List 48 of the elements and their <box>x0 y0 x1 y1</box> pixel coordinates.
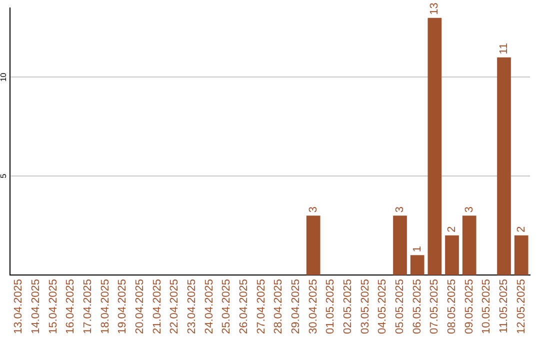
x-tick-label: 15.04.2025 <box>47 278 60 334</box>
bar <box>445 235 459 275</box>
x-tick-label: 22.04.2025 <box>168 278 181 334</box>
x-tick-label: 04.05.2025 <box>376 278 389 334</box>
data-label: 3 <box>394 206 406 213</box>
x-tick-label: 29.04.2025 <box>290 278 302 334</box>
data-label: 2 <box>515 226 528 232</box>
x-tick-label: 27.04.2025 <box>255 278 268 334</box>
x-tick-label: 18.04.2025 <box>99 278 112 334</box>
data-label: 3 <box>307 206 320 213</box>
data-label: 11 <box>498 43 510 54</box>
data-label: 13 <box>428 2 441 15</box>
x-tick-label: 12.05.2025 <box>515 278 528 334</box>
x-tick-label: 28.04.2025 <box>272 278 285 334</box>
x-tick-label: 16.04.2025 <box>64 278 77 334</box>
x-tick-label: 03.05.2025 <box>359 278 372 334</box>
bar <box>462 216 476 275</box>
bar <box>306 216 320 275</box>
x-tick-label: 23.04.2025 <box>186 278 198 334</box>
x-tick-label: 10.05.2025 <box>480 278 493 334</box>
x-tick-label: 14.04.2025 <box>30 278 42 334</box>
data-label: 3 <box>463 206 476 213</box>
x-tick-label: 21.04.2025 <box>151 278 164 334</box>
x-tick-label: 01.05.2025 <box>324 278 337 334</box>
x-tick-label: 13.04.2025 <box>12 278 25 334</box>
x-tick-label: 20.04.2025 <box>134 278 146 334</box>
bar <box>428 18 442 275</box>
x-tick-label: 07.05.2025 <box>428 278 441 334</box>
x-tick-label: 17.04.2025 <box>82 278 94 334</box>
x-tick-label: 24.04.2025 <box>203 278 216 334</box>
x-tick-label: 26.04.2025 <box>238 278 250 334</box>
x-tick-label: 19.04.2025 <box>116 278 129 334</box>
y-tick-label: 10 <box>0 72 8 82</box>
bar <box>497 57 511 275</box>
x-tick-label: 30.04.2025 <box>307 278 320 334</box>
bar <box>410 255 424 275</box>
x-tick-label: 02.05.2025 <box>342 278 354 334</box>
x-tick-label: 11.05.2025 <box>498 278 510 334</box>
bar <box>514 235 528 275</box>
y-tick-label: 5 <box>0 173 8 178</box>
x-tick-label: 25.04.2025 <box>220 278 233 334</box>
data-label: 1 <box>411 246 424 252</box>
bar <box>393 216 407 275</box>
data-label: 2 <box>446 226 458 232</box>
x-tick-label: 06.05.2025 <box>411 278 424 334</box>
x-tick-label: 05.05.2025 <box>394 278 406 334</box>
x-tick-label: 08.05.2025 <box>446 278 458 334</box>
x-tick-label: 09.05.2025 <box>463 278 476 334</box>
